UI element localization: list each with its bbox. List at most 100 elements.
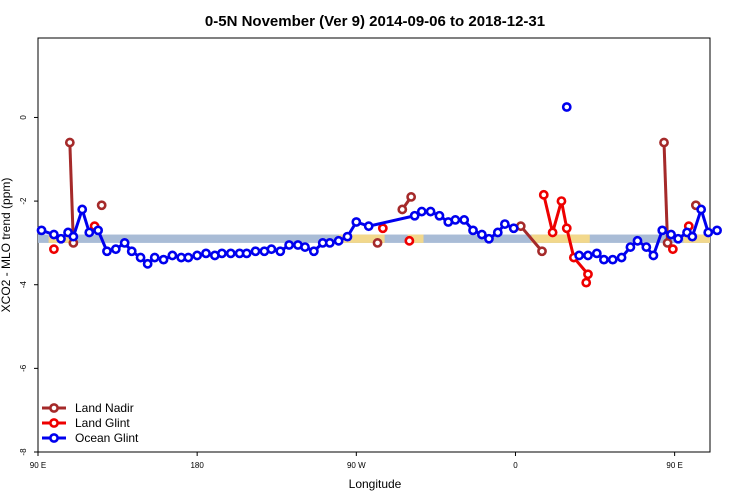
ocean-glint-point xyxy=(201,248,211,259)
land-nadir-point xyxy=(397,204,408,215)
ocean-glint-point xyxy=(225,248,236,259)
ocean-glint-point xyxy=(492,227,503,238)
y-tick-label: -4 xyxy=(19,281,28,289)
ocean-glint-point xyxy=(616,252,627,263)
x-axis-label: Longitude xyxy=(349,477,402,491)
ocean-glint-point xyxy=(275,246,286,257)
land-glint-point xyxy=(49,244,59,255)
land-nadir-point xyxy=(662,238,673,248)
ocean-glint-point xyxy=(192,250,203,261)
land-glint-point xyxy=(581,277,592,288)
ocean-glint-point xyxy=(308,246,319,257)
ocean-glint-point xyxy=(333,235,344,246)
band-highlight-2 xyxy=(407,234,424,243)
ocean-glint-point xyxy=(468,225,478,236)
legend-item-label: Land Glint xyxy=(75,416,130,430)
land-glint-point xyxy=(583,269,593,280)
ocean-glint-point xyxy=(712,225,722,236)
ocean-glint-point xyxy=(135,252,146,263)
x-tick-label: 90 E xyxy=(30,461,46,470)
ocean-glint-point xyxy=(499,219,510,229)
axes-ticks-layer: 90 E 180 90 W 0 90 E 0 -2 -4 -6 -8 xyxy=(19,115,683,470)
ocean-glint-point xyxy=(119,238,130,248)
land-nadir-line xyxy=(68,142,75,243)
ocean-glint-point xyxy=(607,254,618,265)
ocean-glint-point xyxy=(574,250,585,261)
land-glint-point xyxy=(538,189,549,200)
ocean-glint-point xyxy=(241,248,252,259)
land-nadir-point xyxy=(659,137,669,148)
ocean-glint-point xyxy=(142,258,153,269)
y-tick-label: -6 xyxy=(19,364,28,372)
ocean-glint-point xyxy=(703,227,714,238)
ocean-glint-point xyxy=(126,246,137,257)
ocean-glint-point xyxy=(324,238,335,248)
ocean-glint-point xyxy=(217,248,227,259)
ocean-glint-point xyxy=(561,102,572,112)
ocean-glint-point xyxy=(110,244,121,255)
ocean-glint-point xyxy=(56,233,66,244)
ocean-glint-point xyxy=(250,246,261,257)
ocean-glint-point xyxy=(459,215,470,225)
ocean-glint-point xyxy=(409,210,420,221)
ocean-glint-point xyxy=(450,215,461,225)
land-glint-point xyxy=(667,244,678,255)
x-tick-label: 0 xyxy=(513,461,518,470)
ocean-glint-point xyxy=(49,229,59,240)
ocean-glint-point xyxy=(363,221,374,232)
land-glint-point xyxy=(556,196,567,206)
ocean-glint-point xyxy=(149,252,160,263)
ocean-glint-point xyxy=(657,225,668,236)
ocean-glint-point xyxy=(68,231,79,242)
ocean-glint-point xyxy=(167,250,178,261)
ocean-glint-point xyxy=(696,204,707,215)
land-nadir-point xyxy=(96,200,107,211)
ocean-glint-point xyxy=(77,204,88,215)
ocean-glint-point xyxy=(284,240,295,250)
ocean-glint-point xyxy=(416,206,427,217)
land-glint-point xyxy=(547,227,558,238)
ocean-glint-point xyxy=(591,248,602,259)
plot-frame xyxy=(37,37,711,453)
band-highlight-3 xyxy=(531,234,590,243)
ocean-glint-point xyxy=(673,233,684,244)
legend-swatch-marker xyxy=(49,418,59,428)
band-highlight-1 xyxy=(338,234,385,243)
y-tick-label: -8 xyxy=(19,448,28,456)
y-tick-label: -2 xyxy=(19,197,28,205)
ocean-glint-point xyxy=(666,229,676,240)
legend-item-label: Ocean Glint xyxy=(75,431,139,445)
y-axis-label: XCO2 - MLO trend (ppm) xyxy=(0,178,13,313)
ocean-glint-point xyxy=(36,225,47,236)
ocean-glint-point xyxy=(102,246,112,257)
x-tick-label: 90 W xyxy=(347,461,366,470)
ocean-glint-point xyxy=(641,242,652,252)
ocean-glint-point xyxy=(93,225,104,236)
ocean-glint-point xyxy=(648,250,659,261)
land-glint-point xyxy=(561,223,572,234)
ocean-glint-point xyxy=(687,231,698,242)
ocean-glint-point xyxy=(351,217,362,227)
legend-item-label: Land Nadir xyxy=(75,401,134,415)
legend-swatch-marker xyxy=(49,433,59,443)
land-nadir-line xyxy=(519,225,544,253)
ocean-glint-point xyxy=(434,210,445,221)
land-glint-point xyxy=(377,223,388,234)
ocean-glint-point xyxy=(598,254,609,265)
land-nadir-point xyxy=(64,137,75,148)
chart-title: 0-5N November (Ver 9) 2014-09-06 to 2018… xyxy=(205,13,545,30)
land-glint-point xyxy=(404,235,415,246)
x-tick-label: 90 E xyxy=(666,461,682,470)
ocean-glint-point xyxy=(632,235,643,246)
ocean-glint-point xyxy=(84,227,95,238)
land-nadir-point xyxy=(372,238,383,248)
ocean-glint-point xyxy=(425,206,436,217)
ocean-glint-point xyxy=(583,250,593,261)
land-nadir-line xyxy=(662,142,670,243)
legend-swatch-marker xyxy=(49,403,59,413)
ocean-glint-point xyxy=(300,242,310,252)
ocean-glint-point xyxy=(484,233,494,244)
ocean-glint-point xyxy=(158,254,169,265)
